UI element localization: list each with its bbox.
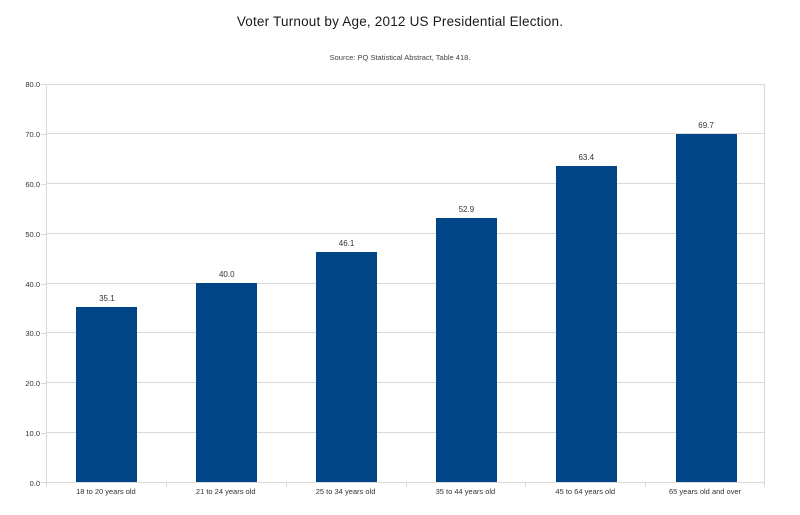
y-axis-tick [41,133,46,135]
y-axis-tick-label: 10.0 [25,429,40,439]
bar-1 [76,306,138,482]
x-axis-tick [285,483,287,487]
y-axis-tick-label: 70.0 [25,129,40,139]
bar-value-label: 35.1 [99,293,115,303]
y-axis-labels: 0.0 10.0 20.0 30.0 40.0 50.0 60.0 70.0 80.0 [0,80,40,488]
bar-4 [435,218,497,482]
bar-value-label: 40.0 [218,269,235,279]
y-axis-tick [41,433,46,435]
chart-title: Voter Turnout by Age, 2012 US Presidenti… [236,14,564,29]
x-axis-tick [764,483,765,487]
y-axis-tick-label: 80.0 [25,80,40,89]
bar-3 [316,252,378,482]
y-axis-tick [41,183,46,185]
bar-2 [196,282,258,482]
bar-5 [555,165,617,482]
y-axis-tick-label: 50.0 [25,229,40,239]
x-axis-label: 18 to 20 years old [76,487,136,496]
x-axis-label: 45 to 64 years old [555,487,616,496]
chart-subtitle: Source: PQ Statistical Abstract, Table 4… [329,53,471,62]
bar-value-label: 63.4 [578,152,595,162]
y-axis-tick-label: 20.0 [25,379,40,389]
y-axis-tick [41,283,46,285]
y-axis-tick-label: 0.0 [29,479,40,488]
bar-value-label: 69.7 [698,121,714,131]
x-axis-label: 21 to 24 years old [195,487,256,496]
x-axis-tick [645,483,647,487]
x-axis-tick [405,483,407,487]
x-axis-label: 35 to 44 years old [435,487,496,496]
y-axis-tick [41,482,46,483]
y-axis-tick [41,84,46,85]
plot-area: 35.1 40.0 46.1 52.9 63.4 69.7 [46,84,765,483]
y-axis-tick-label: 60.0 [25,179,40,189]
y-axis-tick [41,383,46,385]
gridline [47,332,764,334]
gridline [47,182,764,184]
x-axis-tick [525,483,527,487]
x-axis-tick [165,483,167,487]
x-axis-label: 25 to 34 years old [315,487,376,496]
x-axis-label: 65 years old and over [669,487,742,496]
bar-value-label: 46.1 [338,239,355,249]
gridline [47,282,764,284]
y-axis-tick-label: 40.0 [25,279,40,289]
gridline [47,432,764,434]
y-axis-tick [41,333,46,335]
gridline [47,382,764,384]
bar-6 [675,134,737,482]
gridline [47,132,764,134]
x-axis-labels: 18 to 20 years old 21 to 24 years old 25 t… [46,487,765,499]
y-axis-tick-label: 30.0 [25,329,40,339]
x-axis-tick [46,483,47,487]
gridline [47,232,764,234]
bar-value-label: 52.9 [458,205,475,215]
y-axis-tick [41,233,46,235]
